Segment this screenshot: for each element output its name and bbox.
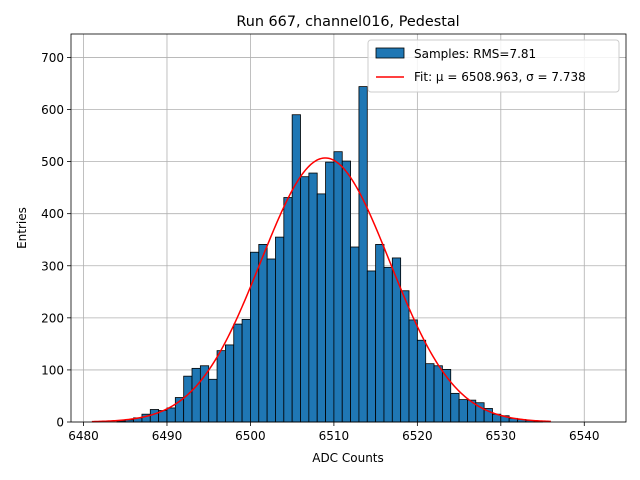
y-tick-label: 100 [41,363,64,377]
histogram-bar [358,86,368,423]
histogram-bar [216,350,226,423]
histogram-bar [291,114,301,423]
histogram-bar [408,319,418,423]
legend-box [367,39,620,93]
histogram-bar [450,392,460,423]
histogram-bar [333,151,343,423]
x-tick-label: 6520 [402,429,433,443]
histogram-bar [458,399,468,423]
y-tick-label: 0 [56,416,64,430]
histogram-bar [383,266,393,423]
histogram-bar [316,193,326,423]
y-tick-label: 300 [41,259,64,273]
y-axis-label: Entries [15,207,29,249]
x-tick-label: 6510 [319,429,350,443]
x-tick-label: 6480 [68,429,99,443]
x-tick-label: 6540 [569,429,600,443]
x-axis-ticks: 6480 6490 6500 6510 6520 6530 6540 [68,422,600,443]
x-tick-label: 6530 [486,429,517,443]
plot-area-frame [70,33,627,423]
legend-samples-label: Samples: RMS=7.81 [414,47,536,61]
y-tick-label: 700 [41,51,64,65]
legend-fit-label: Fit: μ = 6508.963, σ = 7.738 [414,70,586,84]
histogram-bar [350,246,360,423]
histogram-bar [366,270,377,423]
histogram-bar [300,176,310,423]
histogram-bar [191,367,201,423]
histogram-bar [258,244,268,423]
x-axis-label: ADC Counts [312,451,384,465]
histogram-bar [400,290,410,423]
histogram-bar [266,258,276,423]
x-tick-label: 6500 [235,429,266,443]
histogram-bar [416,339,427,423]
histogram-bar [166,407,176,423]
histogram-bar [183,375,193,423]
fit-curve [91,157,551,423]
histogram-bar [149,409,160,423]
y-tick-label: 500 [41,155,64,169]
histogram-bar [233,323,243,423]
histogram-bar [283,197,293,423]
x-tick-label: 6490 [152,429,183,443]
histogram-bar [275,236,285,423]
histogram-bar [425,363,435,423]
histogram-bar [325,161,335,423]
y-tick-label: 200 [41,311,64,325]
histogram-bar [375,244,385,423]
histogram-bar [391,257,402,423]
histogram-bar [208,378,218,423]
histogram-bar [224,344,235,423]
legend: Samples: RMS=7.81 Fit: μ = 6508.963, σ =… [367,39,620,93]
legend-samples-swatch [375,47,405,59]
histogram-bar [241,319,251,423]
y-tick-label: 400 [41,207,64,221]
histogram-bar [308,172,318,423]
y-tick-label: 600 [41,103,64,117]
histogram-bar [341,160,351,423]
y-axis-ticks: 0 100 200 300 400 500 600 700 [41,51,71,430]
histogram-bar [433,365,443,423]
histogram-bar [199,365,210,423]
chart-title: Run 667, channel016, Pedestal [236,14,459,30]
